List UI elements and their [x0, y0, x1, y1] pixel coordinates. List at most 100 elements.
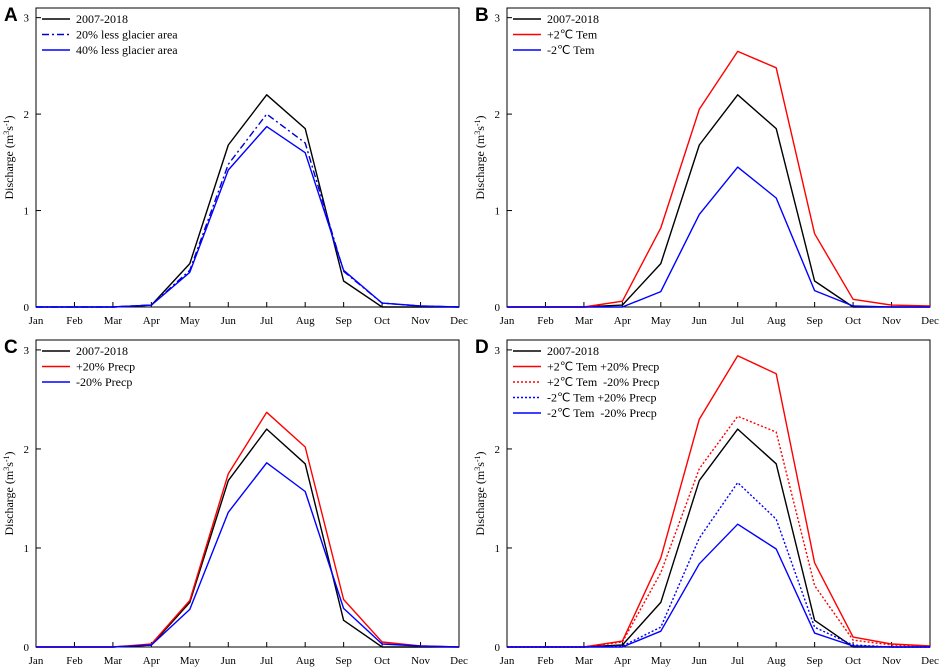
series-line-2-tem-20-precp [507, 523, 930, 648]
series-line-2-tem-20-precp [507, 481, 930, 648]
plot-frame [35, 7, 460, 308]
x-tick-label: Jun [692, 655, 708, 667]
x-tick-label: Jul [731, 315, 744, 327]
legend-label: +2℃ Tem +20% Precp [547, 360, 659, 374]
legend-label: 2007-2018 [547, 344, 599, 358]
y-tick-label: 3 [495, 13, 501, 25]
x-tick-label: Jan [29, 655, 44, 667]
legend-label: +20% Precp [76, 360, 135, 374]
legend-label: 20% less glacier area [76, 28, 178, 42]
y-tick-label: 1 [24, 206, 30, 218]
series-line-2-tem-20-precp [507, 415, 931, 648]
x-tick-label: Jun [221, 655, 237, 667]
series-line-20-precp [36, 462, 460, 648]
series-line-20-precp [36, 411, 460, 648]
x-tick-label: Mar [104, 315, 123, 327]
x-tick-label: Apr [143, 315, 160, 327]
x-tick-label: Aug [296, 315, 315, 327]
y-tick-label: 1 [495, 206, 501, 218]
y-tick-label: 0 [495, 302, 501, 314]
y-axis-title: Discharge (m3s-1) [473, 115, 488, 199]
y-axis-title-part: ) [473, 451, 487, 455]
x-tick-label: Feb [537, 315, 554, 327]
x-tick-label: Aug [767, 655, 786, 667]
y-axis-title-sup: -1 [473, 455, 482, 462]
x-tick-label: Jul [260, 315, 273, 327]
x-tick-label: Sep [806, 315, 823, 327]
y-tick-label: 2 [24, 109, 30, 121]
series-line-2007-2018 [507, 94, 930, 308]
y-axis-title-sup: 3 [473, 467, 482, 471]
x-tick-label: Nov [882, 655, 901, 667]
y-axis-title-part: ) [2, 115, 16, 119]
x-tick-label: Oct [845, 655, 861, 667]
series-line-2-tem [507, 50, 931, 308]
chart-panel-c: C 0 1 2 3 Jan Feb Mar Apr May Jun Jul Aug Sep Oct Nov De… [2, 337, 468, 667]
x-tick-label: Mar [575, 315, 594, 327]
x-tick-label: Mar [575, 655, 594, 667]
y-axis-title: Discharge (m3s-1) [2, 115, 17, 199]
x-tick-label: Aug [296, 655, 315, 667]
y-axis-title-sup: 3 [2, 467, 11, 471]
x-tick-label: Nov [411, 315, 430, 327]
y-axis-title-part: s [2, 126, 16, 131]
chart-panel-b: B 0 1 2 3 Jan Feb Mar Apr May Jun Jul Aug Sep Oct Nov De… [473, 5, 939, 327]
legend: 2007-2018 +2℃ Tem +20% Precp+2℃ Tem -20% … [513, 344, 660, 420]
x-tick-label: Feb [66, 655, 83, 667]
x-tick-label: Jan [500, 655, 515, 667]
legend: 2007-2018 +20% Precp-20% Precp [42, 344, 135, 389]
series-line-40-less-glacier-area [36, 125, 460, 308]
series-line-2007-2018 [36, 428, 459, 648]
y-axis-title-sup: -1 [2, 455, 11, 462]
legend-label: +2℃ Tem -20% Precp [547, 375, 660, 389]
series-line-20-less-glacier-area [36, 113, 460, 308]
x-tick-label: Sep [806, 655, 823, 667]
y-axis-title-part: Discharge (m [2, 470, 16, 535]
panel-letter: D [475, 337, 489, 358]
y-tick-label: 1 [495, 543, 501, 555]
legend: 2007-2018 +2℃ Tem-2℃ Tem [513, 12, 599, 57]
y-tick-label: 0 [495, 642, 501, 654]
y-tick-label: 2 [495, 444, 501, 456]
x-tick-label: May [180, 655, 201, 667]
plot-frame [506, 339, 931, 648]
y-axis-title-sup: 3 [473, 131, 482, 135]
y-axis-title-part: s [473, 462, 487, 467]
x-tick-label: May [651, 315, 672, 327]
x-tick-label: May [651, 655, 672, 667]
x-tick-label: Sep [335, 655, 352, 667]
y-tick-label: 3 [24, 13, 30, 25]
chart-panel-a: A 0 1 2 3 Jan Feb Mar Apr May Jun Jul Aug Sep Oct Nov De… [2, 5, 468, 327]
x-tick-label: Dec [921, 315, 939, 327]
y-tick-label: 1 [24, 543, 30, 555]
chart-panel-d: D 0 1 2 3 Jan Feb Mar Apr May Jun Jul Aug Sep Oct Nov De… [473, 337, 939, 667]
x-tick-label: Feb [537, 655, 554, 667]
x-tick-label: Jul [260, 655, 273, 667]
legend-label: -2℃ Tem +20% Precp [547, 391, 657, 405]
legend-label: -2℃ Tem -20% Precp [547, 406, 657, 420]
x-tick-label: Oct [374, 315, 390, 327]
y-axis-title-part: Discharge (m [473, 134, 487, 199]
legend-label: -20% Precp [76, 375, 132, 389]
y-axis-title-part: Discharge (m [2, 134, 16, 199]
legend-label: 2007-2018 [76, 344, 128, 358]
plot-frame [506, 7, 931, 308]
x-tick-label: Apr [614, 315, 631, 327]
y-axis-title-part: s [473, 126, 487, 131]
panel-letter: B [475, 5, 489, 26]
y-tick-label: 2 [495, 109, 501, 121]
y-axis-title: Discharge (m3s-1) [2, 451, 17, 535]
x-tick-label: Apr [614, 655, 631, 667]
x-tick-label: May [180, 315, 201, 327]
y-axis-title-sup: -1 [473, 119, 482, 126]
y-axis-title-sup: -1 [2, 119, 11, 126]
legend-label: +2℃ Tem [547, 28, 598, 42]
y-axis-title-sup: 3 [2, 131, 11, 135]
legend-label: 40% less glacier area [76, 43, 178, 57]
y-axis-title-part: s [2, 462, 16, 467]
series-line-2-tem [507, 166, 930, 308]
y-tick-label: 0 [24, 642, 30, 654]
x-tick-label: Aug [767, 315, 786, 327]
